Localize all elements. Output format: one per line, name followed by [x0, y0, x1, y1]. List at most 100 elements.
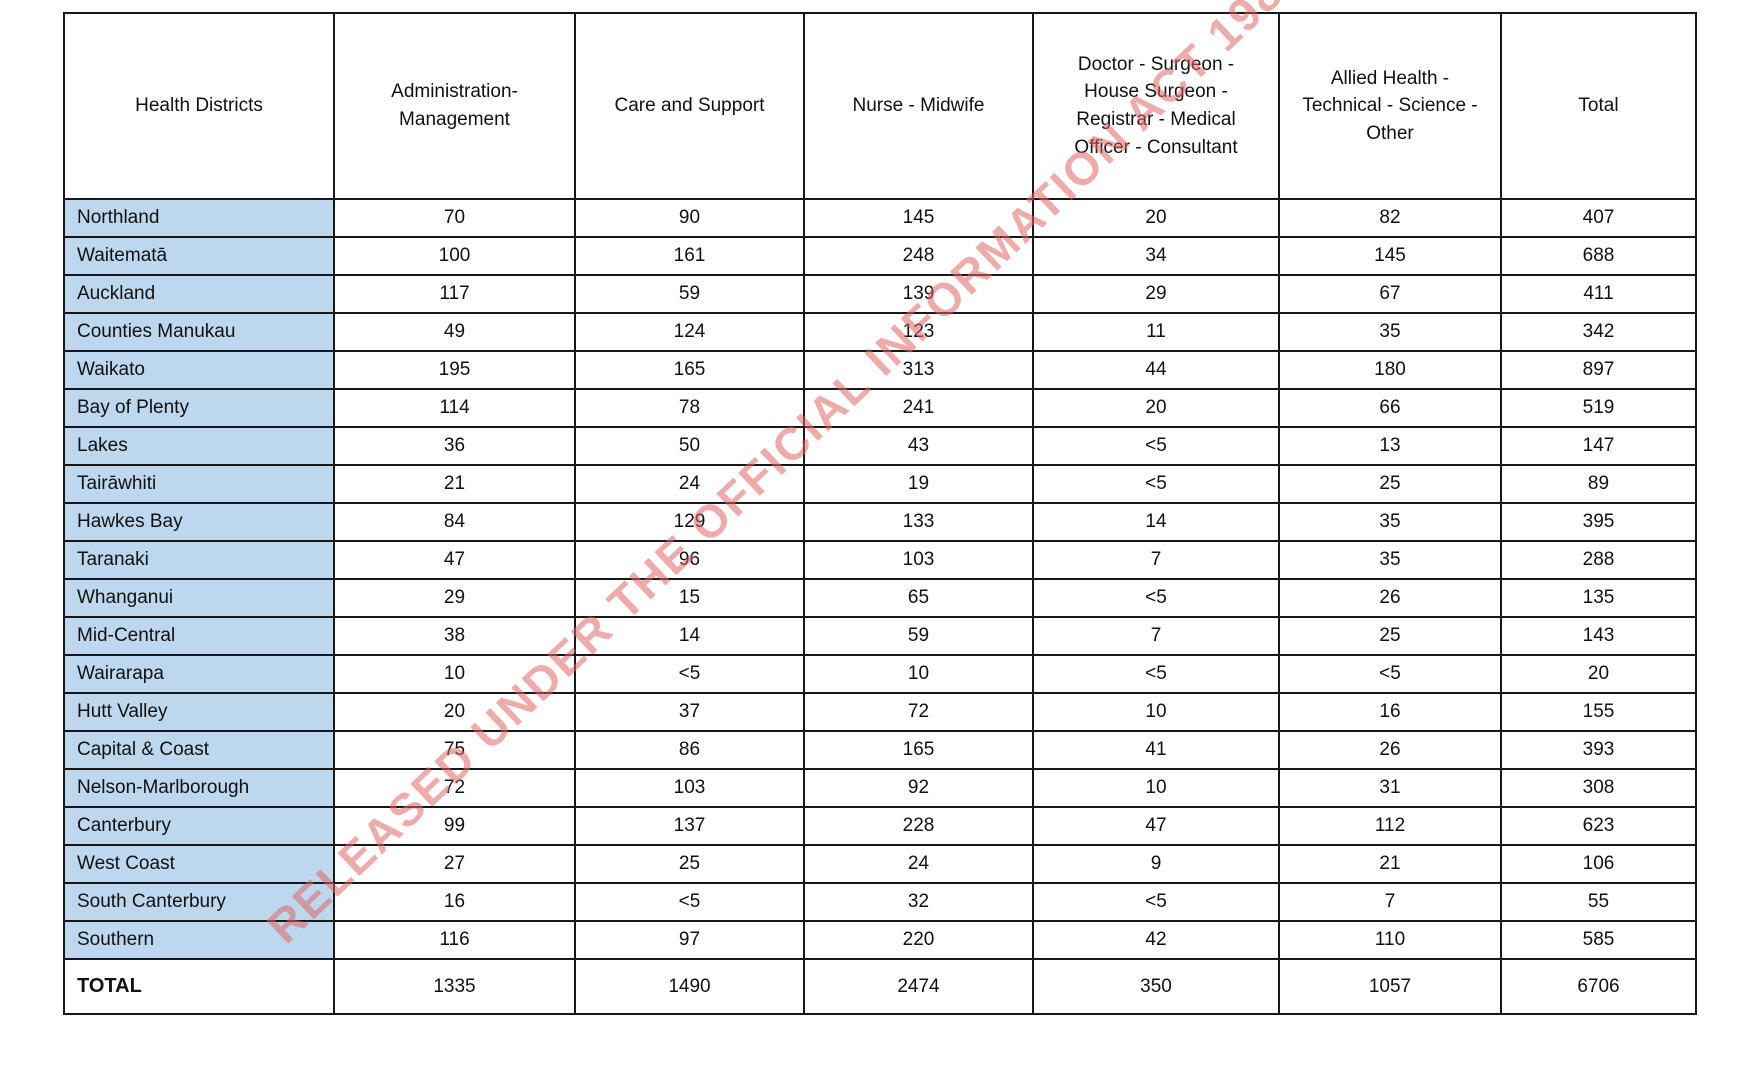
column-header-doctor-surgeon: Doctor - Surgeon - House Surgeon - Regis… [1032, 12, 1280, 200]
district-cell: Capital & Coast [63, 730, 335, 770]
value-cell: 21 [333, 464, 576, 504]
value-cell: 165 [574, 350, 805, 390]
value-cell: 585 [1500, 920, 1697, 960]
value-cell: 75 [333, 730, 576, 770]
health-districts-table-container: Health Districts Administration-Manageme… [63, 12, 1697, 1015]
value-cell: 20 [1032, 198, 1280, 238]
value-cell: 110 [1278, 920, 1502, 960]
table-row: Whanganui 29 15 65 <5 26 135 [63, 578, 1697, 618]
value-cell: 72 [803, 692, 1034, 732]
value-cell: 165 [803, 730, 1034, 770]
total-value-cell: 2474 [803, 958, 1034, 1015]
table-row: Nelson-Marlborough 72 103 92 10 31 308 [63, 768, 1697, 808]
total-value-cell: 1335 [333, 958, 576, 1015]
column-header-health-districts: Health Districts [63, 12, 335, 200]
value-cell: 100 [333, 236, 576, 276]
value-cell: 66 [1278, 388, 1502, 428]
total-value-cell: 1490 [574, 958, 805, 1015]
value-cell: 195 [333, 350, 576, 390]
value-cell: 41 [1032, 730, 1280, 770]
value-cell: 26 [1278, 578, 1502, 618]
value-cell: 59 [803, 616, 1034, 656]
value-cell: 129 [574, 502, 805, 542]
value-cell: 7 [1278, 882, 1502, 922]
total-row-label: TOTAL [63, 958, 335, 1015]
value-cell: 16 [333, 882, 576, 922]
value-cell: <5 [1032, 426, 1280, 466]
district-cell: Bay of Plenty [63, 388, 335, 428]
district-cell: Canterbury [63, 806, 335, 846]
value-cell: 623 [1500, 806, 1697, 846]
value-cell: 36 [333, 426, 576, 466]
district-cell: Mid-Central [63, 616, 335, 656]
value-cell: 35 [1278, 540, 1502, 580]
table-row: West Coast 27 25 24 9 21 106 [63, 844, 1697, 884]
value-cell: 38 [333, 616, 576, 656]
value-cell: 29 [333, 578, 576, 618]
table-row: Northland 70 90 145 20 82 407 [63, 198, 1697, 238]
value-cell: 139 [803, 274, 1034, 314]
value-cell: 24 [803, 844, 1034, 884]
value-cell: 143 [1500, 616, 1697, 656]
header-row: Health Districts Administration-Manageme… [63, 12, 1697, 200]
value-cell: 103 [574, 768, 805, 808]
value-cell: 21 [1278, 844, 1502, 884]
value-cell: 342 [1500, 312, 1697, 352]
table-row: Lakes 36 50 43 <5 13 147 [63, 426, 1697, 466]
value-cell: 241 [803, 388, 1034, 428]
district-cell: Nelson-Marlborough [63, 768, 335, 808]
table-row: Bay of Plenty 114 78 241 20 66 519 [63, 388, 1697, 428]
district-cell: Whanganui [63, 578, 335, 618]
table-row: Canterbury 99 137 228 47 112 623 [63, 806, 1697, 846]
value-cell: 411 [1500, 274, 1697, 314]
value-cell: 161 [574, 236, 805, 276]
value-cell: 47 [1032, 806, 1280, 846]
value-cell: 55 [1500, 882, 1697, 922]
value-cell: 43 [803, 426, 1034, 466]
table-row: Southern 116 97 220 42 110 585 [63, 920, 1697, 960]
value-cell: 114 [333, 388, 576, 428]
total-value-cell: 1057 [1278, 958, 1502, 1015]
value-cell: 155 [1500, 692, 1697, 732]
value-cell: 29 [1032, 274, 1280, 314]
value-cell: <5 [1278, 654, 1502, 694]
value-cell: 106 [1500, 844, 1697, 884]
table-row: Counties Manukau 49 124 123 11 35 342 [63, 312, 1697, 352]
column-header-allied-health: Allied Health - Technical - Science - Ot… [1278, 12, 1502, 200]
value-cell: 10 [1032, 768, 1280, 808]
value-cell: 24 [574, 464, 805, 504]
value-cell: 14 [1032, 502, 1280, 542]
value-cell: 82 [1278, 198, 1502, 238]
table-row: Tairāwhiti 21 24 19 <5 25 89 [63, 464, 1697, 504]
value-cell: 47 [333, 540, 576, 580]
value-cell: 124 [574, 312, 805, 352]
value-cell: 37 [574, 692, 805, 732]
value-cell: 228 [803, 806, 1034, 846]
table-row: Capital & Coast 75 86 165 41 26 393 [63, 730, 1697, 770]
value-cell: 35 [1278, 502, 1502, 542]
value-cell: 84 [333, 502, 576, 542]
total-value-cell: 350 [1032, 958, 1280, 1015]
value-cell: <5 [1032, 464, 1280, 504]
value-cell: 70 [333, 198, 576, 238]
value-cell: 16 [1278, 692, 1502, 732]
column-header-total: Total [1500, 12, 1697, 200]
table-row: Mid-Central 38 14 59 7 25 143 [63, 616, 1697, 656]
district-cell: South Canterbury [63, 882, 335, 922]
value-cell: 137 [574, 806, 805, 846]
value-cell: 135 [1500, 578, 1697, 618]
value-cell: 50 [574, 426, 805, 466]
value-cell: 9 [1032, 844, 1280, 884]
value-cell: 78 [574, 388, 805, 428]
value-cell: 20 [1500, 654, 1697, 694]
value-cell: 96 [574, 540, 805, 580]
value-cell: 26 [1278, 730, 1502, 770]
district-cell: Waikato [63, 350, 335, 390]
value-cell: 407 [1500, 198, 1697, 238]
value-cell: 519 [1500, 388, 1697, 428]
value-cell: 13 [1278, 426, 1502, 466]
district-cell: Lakes [63, 426, 335, 466]
district-cell: West Coast [63, 844, 335, 884]
value-cell: 99 [333, 806, 576, 846]
total-value-cell: 6706 [1500, 958, 1697, 1015]
